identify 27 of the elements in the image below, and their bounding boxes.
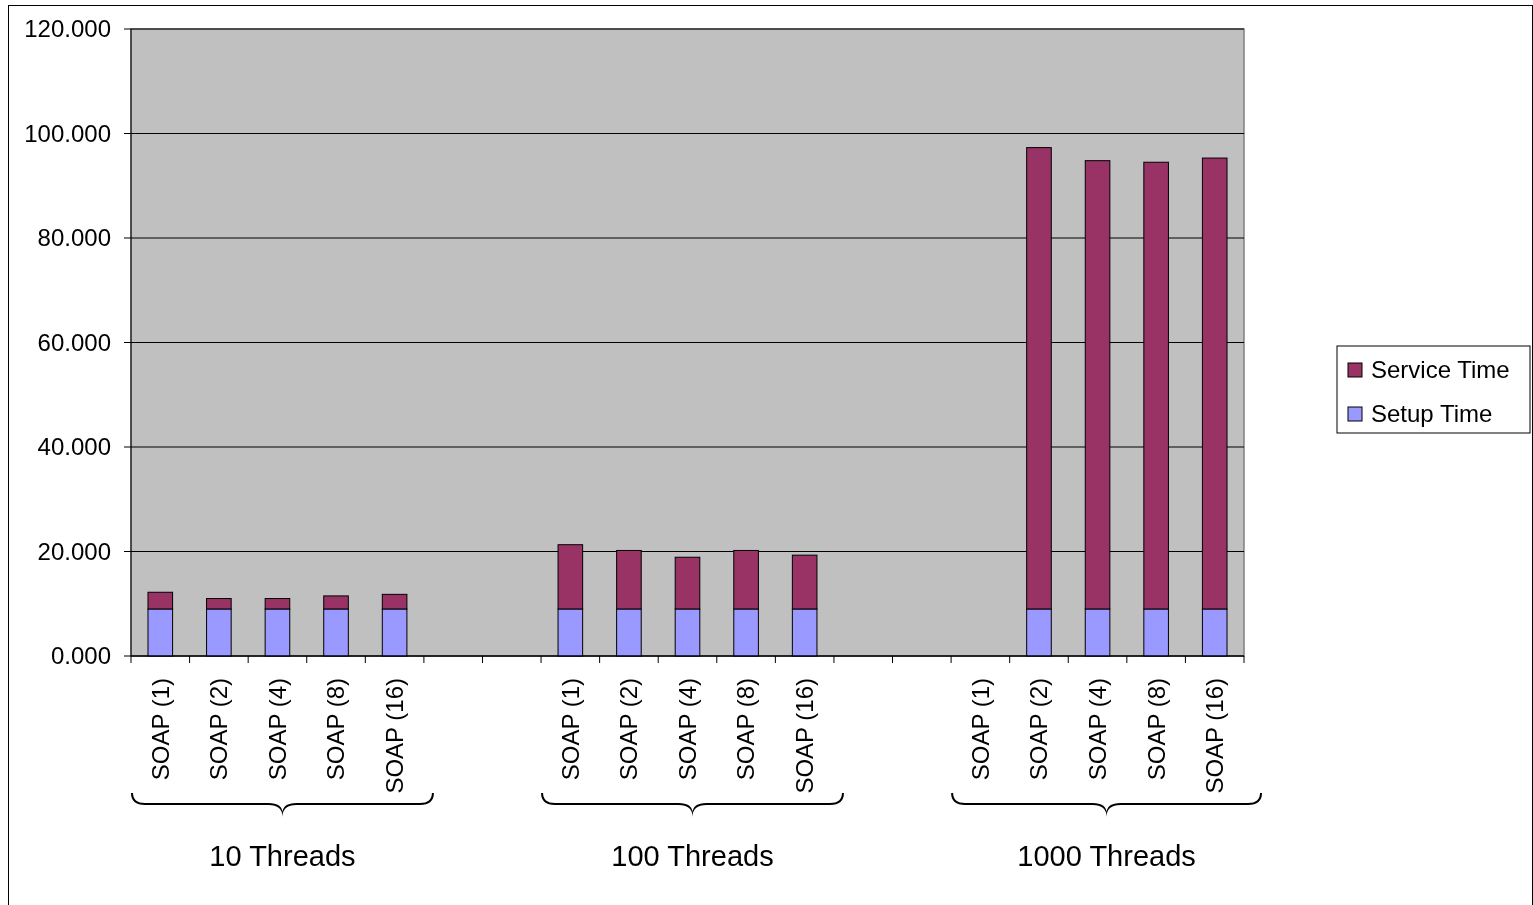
legend-label: Setup Time xyxy=(1371,400,1493,428)
x-tick-label: SOAP (8) xyxy=(1142,678,1170,781)
legend-label: Service Time xyxy=(1371,356,1510,384)
y-tick-label: 100.000 xyxy=(24,119,111,147)
x-tick-label: SOAP (2) xyxy=(205,678,233,781)
text: 100 Threads xyxy=(611,840,774,872)
x-tick-label: SOAP (2) xyxy=(1025,678,1053,781)
y-tick-label: 120.000 xyxy=(24,15,111,43)
x-tick-label: SOAP (16) xyxy=(791,678,819,794)
x-tick-label: SOAP (1) xyxy=(556,678,584,781)
y-tick-label: 40.000 xyxy=(37,433,111,461)
y-tick-label: 80.000 xyxy=(37,224,111,252)
y-tick-label: 20.000 xyxy=(37,537,111,565)
x-tick-label: SOAP (16) xyxy=(381,678,409,794)
text: 10 Threads xyxy=(209,840,356,872)
x-tick-label: SOAP (8) xyxy=(322,678,350,781)
x-tick-label: SOAP (1) xyxy=(966,678,994,781)
text: 1000 Threads xyxy=(1017,840,1196,872)
x-tick-label: SOAP (4) xyxy=(673,678,701,781)
x-tick-label: SOAP (2) xyxy=(615,678,643,781)
y-tick-label: 0.000 xyxy=(50,642,111,670)
x-tick-label: SOAP (4) xyxy=(263,678,291,781)
x-tick-label: SOAP (4) xyxy=(1083,678,1111,781)
x-tick-label: SOAP (16) xyxy=(1201,678,1229,794)
y-tick-label: 60.000 xyxy=(37,328,111,356)
x-tick-label: SOAP (1) xyxy=(146,678,174,781)
x-tick-label: SOAP (8) xyxy=(732,678,760,781)
